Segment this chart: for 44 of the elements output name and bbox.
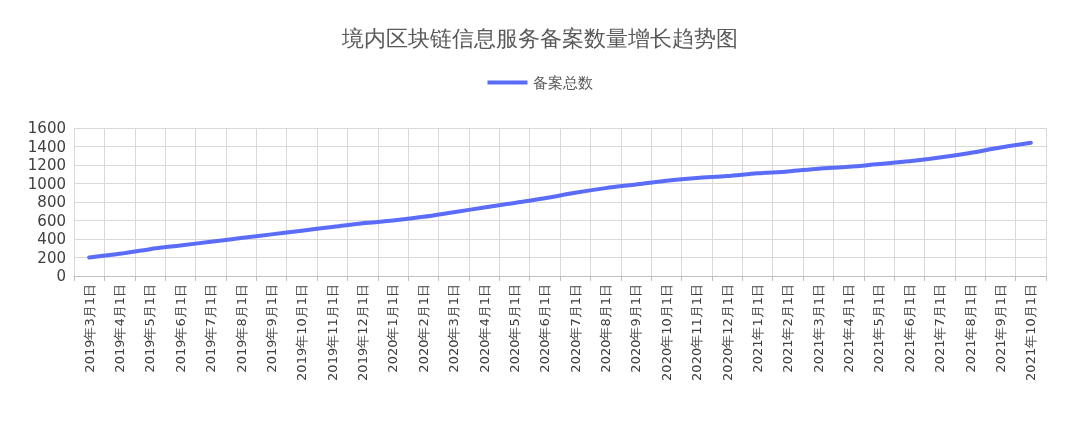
y-tick-label: 1200: [27, 156, 66, 174]
y-tick-label: 400: [37, 230, 66, 248]
x-tick-label: 2021年5月1日: [871, 284, 887, 373]
x-tick-label: 2021年8月1日: [962, 284, 978, 373]
x-tick-label: 2020年6月1日: [537, 284, 553, 373]
x-tick-label: 2019年12月1日: [355, 284, 371, 381]
x-tick-label: 2020年5月1日: [506, 284, 522, 373]
x-tick-label: 2019年6月1日: [172, 284, 188, 373]
x-tick-label: 2019年9月1日: [263, 284, 279, 373]
x-tick-label: 2021年6月1日: [901, 284, 917, 373]
x-tick-label: 2019年5月1日: [142, 284, 158, 373]
y-tick-label: 1600: [27, 119, 66, 137]
x-tick-label: 2019年7月1日: [203, 284, 219, 373]
x-tick-label: 2020年7月1日: [567, 284, 583, 373]
y-tick-label: 800: [37, 193, 66, 211]
x-tick-label: 2021年7月1日: [932, 284, 948, 373]
line-series: [87, 140, 1033, 260]
x-tick-label: 2020年3月1日: [446, 284, 462, 373]
x-tick-label: 2020年8月1日: [598, 284, 614, 373]
x-tick-label: 2021年3月1日: [810, 284, 826, 373]
x-tick-label: 2020年12月1日: [719, 284, 735, 381]
chart-title: 境内区块链信息服务备案数量增长趋势图: [341, 25, 738, 51]
x-tick-label: 2019年3月1日: [81, 284, 97, 373]
x-tick-label: 2020年11月1日: [689, 284, 705, 381]
y-tick-label: 0: [56, 267, 66, 285]
x-tick-label: 2021年9月1日: [992, 284, 1008, 373]
x-tick-label: 2020年1月1日: [385, 284, 401, 373]
x-tick-label: 2020年9月1日: [628, 284, 644, 373]
y-tick-label: 200: [37, 248, 66, 267]
x-tick-label: 2019年11月1日: [324, 284, 340, 381]
x-tick-label: 2020年4月1日: [476, 284, 492, 373]
legend-label: 备案总数: [532, 73, 593, 92]
y-tick-label: 1400: [27, 137, 66, 156]
x-tick-label: 2019年10月1日: [294, 284, 310, 381]
x-tick-label: 2020年2月1日: [415, 284, 431, 373]
x-tick-label: 2020年10月1日: [658, 284, 674, 381]
y-tick-label: 600: [37, 211, 66, 230]
x-tick-label: 2021年1月1日: [749, 284, 765, 373]
x-tick-label: 2021年4月1日: [841, 284, 857, 373]
x-tick-label: 2019年4月1日: [112, 284, 128, 373]
x-tick-label: 2021年10月1日: [1023, 284, 1039, 381]
x-tick-label: 2019年8月1日: [233, 284, 249, 373]
y-tick-label: 1000: [27, 174, 66, 193]
x-tick-label: 2021年2月1日: [780, 284, 796, 373]
